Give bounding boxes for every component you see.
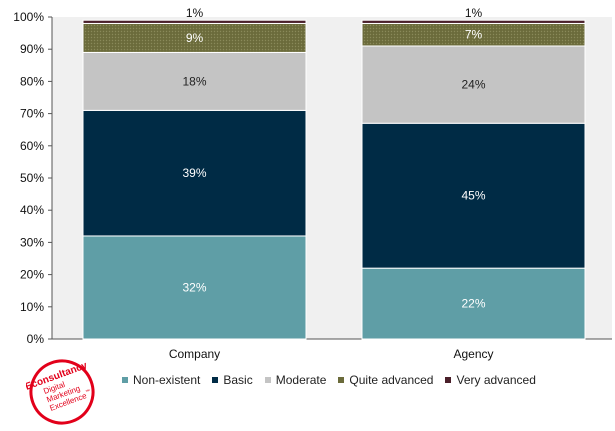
y-tick-label: 40% <box>20 203 44 217</box>
data-label: 24% <box>461 78 485 92</box>
bar-segment <box>82 51 307 111</box>
data-label: 9% <box>186 31 204 45</box>
y-tick-label: 0% <box>27 332 45 346</box>
bar-segment <box>361 19 586 24</box>
legend-label: Basic <box>223 373 253 387</box>
legend-label: Quite advanced <box>349 373 434 387</box>
legend-swatch <box>122 377 128 383</box>
data-label: 18% <box>182 74 206 88</box>
data-label: 45% <box>461 189 485 203</box>
data-label: 39% <box>182 166 206 180</box>
legend-swatch <box>264 377 271 383</box>
logo-trademark: ™ <box>85 388 92 395</box>
data-label: 7% <box>465 28 483 42</box>
data-label: 32% <box>182 280 206 294</box>
legend-label: Moderate <box>275 373 327 387</box>
y-tick-label: 50% <box>20 171 44 185</box>
legend-item: Non-existent <box>122 373 200 387</box>
y-tick-label: 20% <box>20 268 44 282</box>
y-tick-label: 70% <box>20 107 44 121</box>
data-label: 1% <box>465 6 483 20</box>
x-category-label: Agency <box>453 347 493 361</box>
econsultancy-logo: Econsultancy Digital Marketing Excellenc… <box>26 359 95 425</box>
legend-swatch <box>338 377 345 383</box>
y-tick-label: 30% <box>20 235 44 249</box>
y-tick-label: 10% <box>20 300 44 314</box>
bar-segment <box>361 122 586 269</box>
bar-segment <box>361 267 586 340</box>
x-category-label: Company <box>169 347 220 361</box>
bar-segment <box>82 109 307 237</box>
chart-legend: Non-existent Basic Moderate Quite advanced V… <box>122 373 548 387</box>
legend-swatch <box>445 377 452 383</box>
legend-label: Very advanced <box>456 373 536 387</box>
legend-label: Non-existent <box>133 373 201 387</box>
data-label: 1% <box>186 6 204 20</box>
legend-swatch <box>212 377 219 383</box>
bar-segment <box>361 45 586 124</box>
bar-segment <box>82 19 307 24</box>
bar-segment <box>82 235 307 340</box>
y-tick-label: 90% <box>20 42 44 56</box>
data-label: 22% <box>461 297 485 311</box>
y-tick-label: 80% <box>20 74 44 88</box>
legend-item: Quite advanced <box>338 373 433 387</box>
y-tick-label: 100% <box>13 10 44 24</box>
legend-item: Basic <box>212 373 253 387</box>
legend-item: Moderate <box>264 373 327 387</box>
y-tick-label: 60% <box>20 139 44 153</box>
legend-item: Very advanced <box>445 373 536 387</box>
